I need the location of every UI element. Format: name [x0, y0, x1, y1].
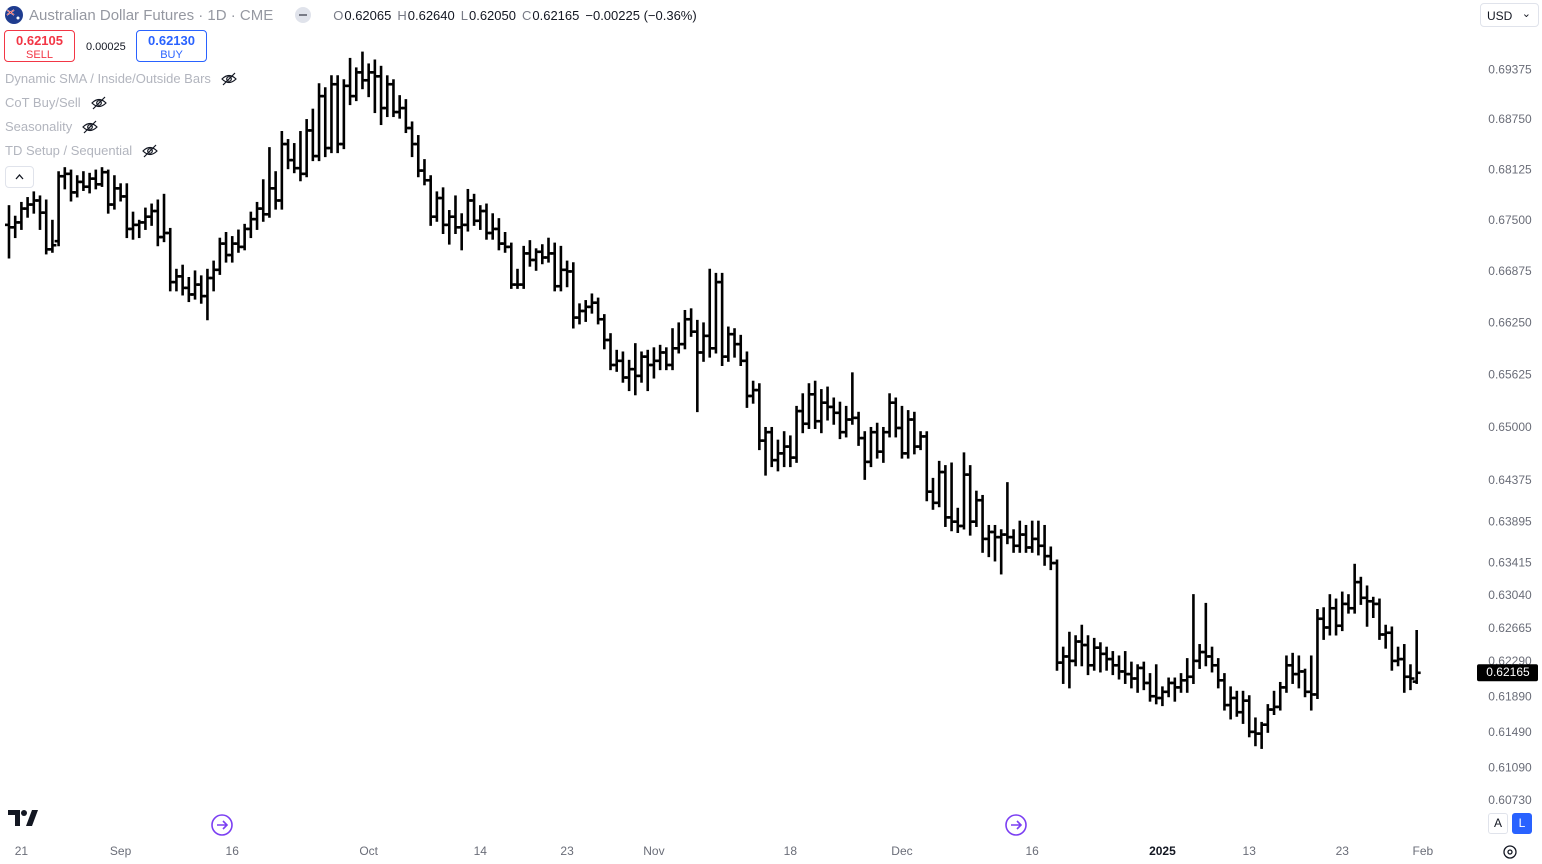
- ohlc-item: C0.62165: [522, 8, 579, 23]
- y-tick-label: 0.68125: [1488, 162, 1532, 176]
- ohlc-values: O0.62065 H0.62640 L0.62050 C0.62165: [333, 8, 585, 23]
- sell-button[interactable]: 0.62105 SELL: [4, 30, 75, 62]
- y-tick-label: 0.68750: [1488, 112, 1532, 126]
- buy-button[interactable]: 0.62130 BUY: [136, 30, 207, 62]
- x-tick-label: Oct: [359, 844, 378, 858]
- x-tick-label: 23: [560, 844, 574, 858]
- x-tick-label: 14: [474, 844, 488, 858]
- y-tick-label: 0.66875: [1488, 264, 1532, 278]
- last-price-label: 0.62165: [1486, 665, 1530, 679]
- x-tick-label: 2025: [1149, 844, 1176, 858]
- y-tick-label: 0.67500: [1488, 213, 1532, 227]
- hidden-eye-icon[interactable]: [90, 96, 108, 110]
- scale-button[interactable]: A: [1488, 813, 1508, 834]
- y-tick-label: 0.61890: [1488, 689, 1532, 703]
- currency-select[interactable]: USD ⌄: [1480, 3, 1539, 27]
- indicator-row[interactable]: CoT Buy/Sell: [5, 95, 108, 110]
- hidden-eye-icon[interactable]: [81, 120, 99, 134]
- ohlc-item: H0.62640: [397, 8, 454, 23]
- y-tick-label: 0.62665: [1488, 621, 1532, 635]
- x-tick-label: 21: [15, 844, 29, 858]
- sell-price: 0.62105: [16, 33, 63, 48]
- ohlc-value: 0.62065: [344, 7, 392, 23]
- indicator-row[interactable]: TD Setup / Sequential: [5, 143, 159, 158]
- ohlc-key: C: [521, 7, 532, 23]
- settings-icon[interactable]: [1503, 845, 1517, 859]
- y-tick-label: 0.63040: [1488, 588, 1532, 602]
- event-icon[interactable]: [1005, 814, 1027, 836]
- ohlc-key: H: [397, 7, 407, 23]
- y-tick-label: 0.66250: [1488, 316, 1532, 330]
- currency-label: USD: [1487, 9, 1513, 23]
- x-tick-label: 23: [1336, 844, 1350, 858]
- hidden-eye-icon[interactable]: [141, 144, 159, 158]
- event-icon-arrow: [217, 820, 229, 830]
- dropdown-caret: ⌄: [1521, 8, 1531, 20]
- y-tick-label: 0.60730: [1488, 793, 1532, 807]
- ohlc-key: L: [460, 7, 468, 23]
- ohlc-key: O: [333, 7, 344, 23]
- event-icon[interactable]: [211, 814, 233, 836]
- collapse-indicators[interactable]: [5, 166, 34, 188]
- ohlc-value: 0.62640: [407, 7, 455, 23]
- sell-label: SELL: [26, 49, 53, 61]
- ohlc-value: 0.62050: [468, 7, 516, 23]
- price-change: −0.00225 (−0.36%): [585, 7, 697, 23]
- event-icon-arrow: [1011, 820, 1023, 830]
- indicator-name: TD Setup / Sequential: [5, 143, 133, 158]
- x-tick-label: 16: [1026, 844, 1040, 858]
- y-tick-label: 0.61490: [1488, 725, 1532, 739]
- ohlc-item: L0.62050: [461, 8, 516, 23]
- ohlc-item: O0.62065: [333, 8, 391, 23]
- x-tick-label: Sep: [110, 844, 132, 858]
- scale-button[interactable]: L: [1512, 813, 1532, 834]
- indicator-name: CoT Buy/Sell: [5, 95, 81, 110]
- x-tick-label: 18: [784, 844, 798, 858]
- y-tick-label: 0.61090: [1488, 761, 1532, 775]
- symbol-header: Australian Dollar Futures · 1D · CME O0.…: [5, 5, 697, 25]
- chevron-up: [15, 174, 24, 180]
- tv-logo: [8, 810, 38, 826]
- symbol-title[interactable]: Australian Dollar Futures · 1D · CME: [29, 6, 274, 24]
- x-tick-label: Feb: [1413, 844, 1434, 858]
- flag-icon: [5, 6, 23, 24]
- buy-label: BUY: [160, 49, 183, 61]
- y-tick-label: 0.65625: [1488, 368, 1532, 382]
- y-tick-label: 0.69375: [1488, 63, 1532, 77]
- indicator-row[interactable]: Dynamic SMA / Inside/Outside Bars: [5, 71, 238, 86]
- x-tick-label: 13: [1243, 844, 1257, 858]
- ohlc-value: 0.62165: [532, 7, 580, 23]
- indicator-name: Dynamic SMA / Inside/Outside Bars: [5, 71, 211, 86]
- x-tick-label: Dec: [891, 844, 912, 858]
- spread: 0.00025: [86, 41, 126, 53]
- x-tick-label: 16: [226, 844, 240, 858]
- y-tick-label: 0.63895: [1488, 514, 1532, 528]
- collapse-toggle[interactable]: [295, 7, 312, 23]
- x-tick-label: Nov: [643, 844, 664, 858]
- last-price-tag: [1477, 664, 1538, 682]
- y-tick-label: 0.65000: [1488, 420, 1532, 434]
- indicator-name: Seasonality: [5, 119, 73, 134]
- y-tick-label: 0.64375: [1488, 473, 1532, 487]
- hidden-eye-icon[interactable]: [220, 72, 238, 86]
- buy-price: 0.62130: [148, 33, 195, 48]
- indicator-row[interactable]: Seasonality: [5, 119, 99, 134]
- y-tick-label: 0.63415: [1488, 556, 1532, 570]
